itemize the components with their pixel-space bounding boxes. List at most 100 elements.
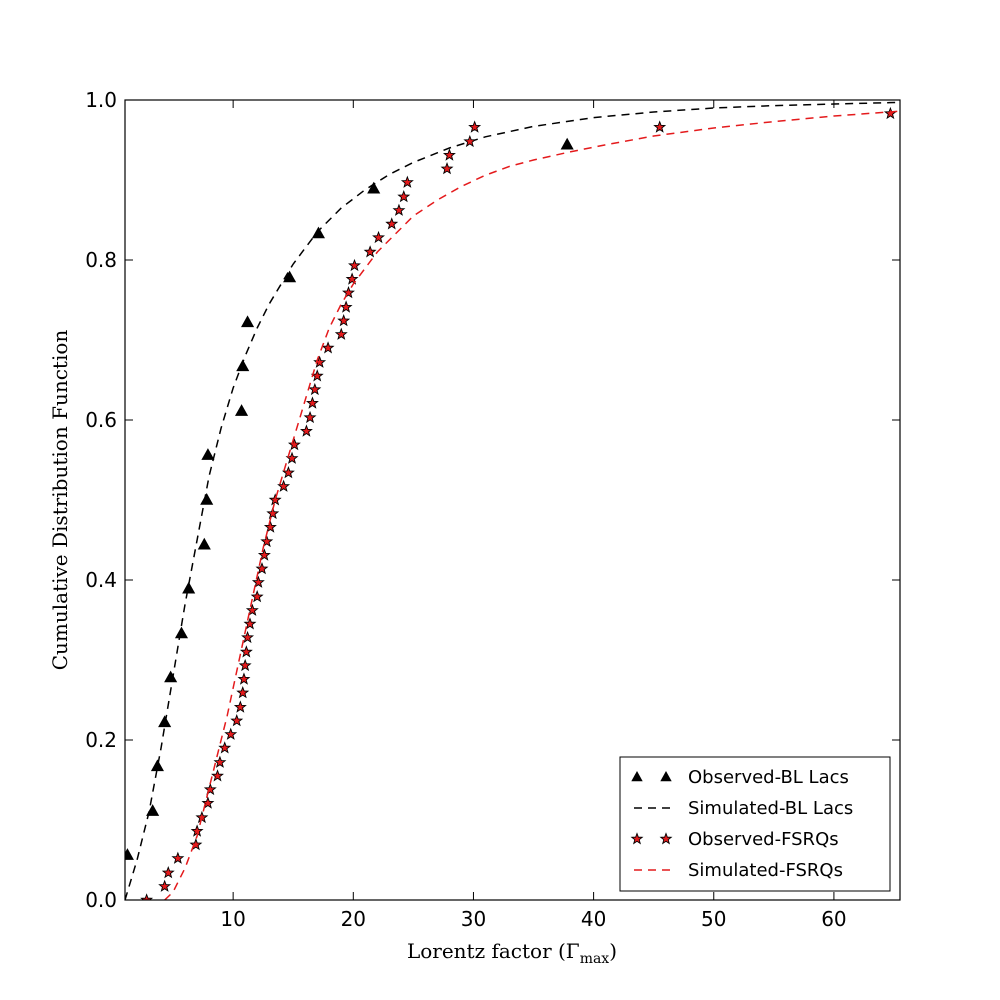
data-point [182, 581, 196, 594]
data-point [342, 286, 355, 299]
data-point [257, 548, 271, 561]
data-point [263, 520, 277, 533]
data-point [303, 410, 317, 424]
legend-star-swatch [630, 832, 644, 845]
y-tick-label: 0.6 [85, 408, 117, 432]
data-point [308, 382, 322, 396]
data-point [400, 175, 414, 188]
data-point [125, 848, 134, 860]
y-tick-label: 0.4 [85, 568, 117, 592]
data-point [237, 672, 251, 685]
data-point [287, 438, 301, 451]
series-observed-fsrqs [140, 106, 897, 900]
data-point [140, 893, 154, 900]
x-axis-label: Lorentz factor (Γmax) [407, 939, 617, 967]
data-point [211, 769, 224, 782]
data-point [266, 506, 280, 520]
series-line [164, 110, 900, 900]
data-point [339, 300, 353, 313]
data-point [255, 562, 269, 575]
data-point [218, 741, 232, 754]
data-point [195, 810, 209, 824]
x-tick-label: 20 [341, 907, 366, 931]
data-point [397, 190, 411, 203]
data-point [161, 866, 175, 879]
data-point [158, 879, 172, 892]
data-point [468, 120, 482, 133]
data-point [236, 359, 250, 372]
data-point [305, 396, 319, 409]
x-tick-label: 40 [581, 907, 606, 931]
data-point [245, 603, 259, 616]
data-point [337, 314, 351, 327]
data-point [268, 493, 282, 506]
data-point [239, 645, 253, 658]
data-point [213, 755, 227, 768]
data-point [201, 796, 215, 809]
data-point [238, 658, 252, 672]
data-point [251, 575, 265, 588]
data-point [234, 404, 249, 416]
data-point [277, 479, 291, 492]
data-point [203, 782, 217, 796]
data-point [201, 448, 215, 460]
legend-label: Simulated-FSRQs [688, 860, 843, 881]
data-point [230, 714, 244, 727]
plot-frame [124, 99, 901, 901]
x-tick-label: 60 [821, 907, 846, 931]
data-point [283, 270, 297, 283]
series-observed-bl-lacs [125, 137, 574, 860]
data-point [334, 327, 348, 340]
legend-label: Simulated-BL Lacs [688, 798, 853, 819]
data-point [241, 315, 255, 328]
data-point [348, 258, 361, 272]
legend-label: Observed-FSRQs [688, 829, 839, 850]
data-point [243, 617, 257, 630]
data-point [164, 670, 178, 683]
x-tick-label: 30 [461, 907, 486, 931]
y-tick-label: 0.2 [85, 728, 117, 752]
data-point [260, 534, 274, 548]
legend-star-swatch [659, 832, 673, 845]
series-simulated-bl-lacs [125, 101, 900, 900]
data-point [311, 226, 326, 239]
data-point [392, 203, 406, 216]
series-layer [125, 101, 900, 900]
data-point [385, 217, 399, 230]
data-point [560, 137, 574, 150]
data-point [367, 181, 381, 194]
data-point [463, 134, 477, 148]
legend-label: Observed-BL Lacs [688, 767, 849, 788]
legend-triangle-swatch [631, 771, 643, 782]
data-point [883, 106, 897, 120]
data-point [372, 230, 385, 244]
data-point [146, 804, 160, 816]
data-point [224, 727, 238, 740]
data-point [321, 341, 335, 354]
data-point [313, 355, 327, 368]
data-point [241, 630, 255, 644]
data-point [299, 424, 313, 437]
data-point [653, 120, 667, 133]
data-point [345, 272, 359, 285]
data-point [189, 838, 203, 851]
series-simulated-fsrqs [164, 110, 900, 900]
y-axis-label: Cumulative Distribution Function [48, 330, 72, 671]
data-point [233, 700, 247, 713]
data-point [250, 590, 264, 603]
x-tick-label: 10 [220, 907, 245, 931]
legend-triangle-swatch [660, 771, 672, 782]
data-point [442, 148, 456, 161]
data-point [171, 851, 185, 864]
data-point [236, 686, 250, 699]
legend: Observed-BL Lacs Simulated-BL Lacs Observe… [619, 756, 891, 892]
data-point [200, 492, 214, 505]
data-point [440, 162, 454, 175]
data-point [158, 715, 172, 728]
ticks-layer: 10 20 30 40 50 60 0.0 0.2 0.4 0.6 0.8 1.0 [85, 88, 900, 931]
y-tick-label: 0.0 [85, 888, 117, 912]
data-point [174, 626, 189, 639]
data-point [150, 759, 164, 772]
y-tick-label: 0.8 [85, 248, 117, 272]
